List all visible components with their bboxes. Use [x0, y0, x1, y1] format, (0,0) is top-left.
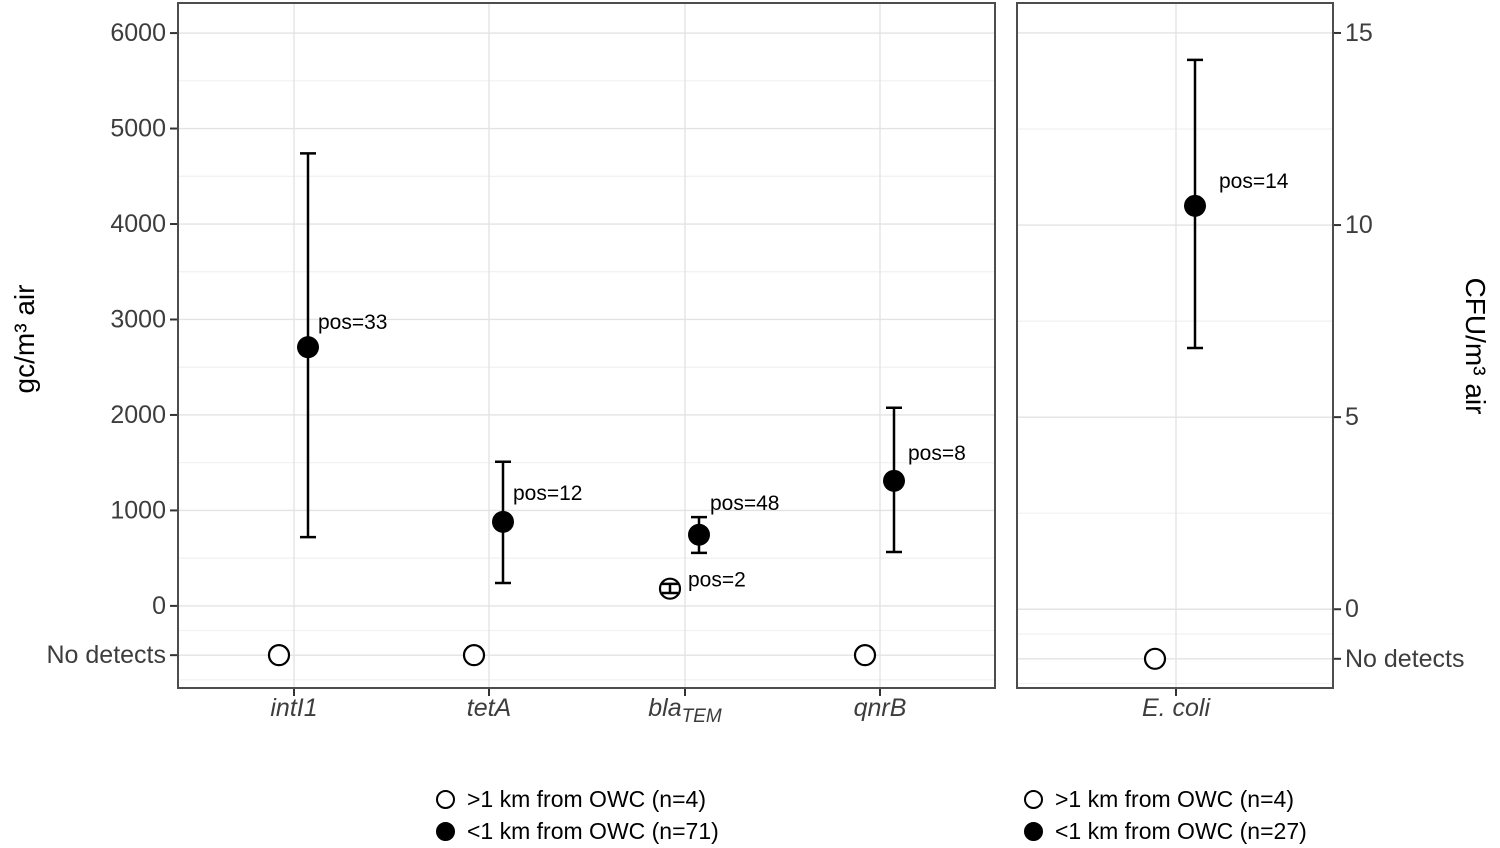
panel-border-genes [177, 2, 996, 689]
error-bar [495, 460, 511, 585]
legend-item: <1 km from OWC (n=71) [436, 819, 719, 844]
legend-label: <1 km from OWC (n=71) [467, 818, 719, 844]
legend-label: <1 km from OWC (n=27) [1055, 818, 1307, 844]
pos-count-annotation: pos=2 [688, 569, 746, 592]
x-tick-label: E. coli [1142, 694, 1212, 722]
open-circle-marker-icon [1024, 790, 1043, 809]
error-bar [691, 515, 707, 555]
legend-label: >1 km from OWC (n=4) [1055, 786, 1294, 812]
data-point-open [267, 644, 291, 667]
left-y-axis-title: gc/m³ air [9, 284, 40, 394]
y-tick-label: 3000 [110, 305, 166, 333]
y-tick-label: 5000 [110, 115, 166, 143]
error-bar [1187, 58, 1203, 350]
error-bar [300, 152, 316, 539]
y-tick-label: 10 [1345, 211, 1373, 239]
data-point-open [1143, 647, 1167, 670]
pos-count-annotation: pos=8 [908, 442, 966, 465]
legend-left: >1 km from OWC (n=4) <1 km from OWC (n=71… [436, 787, 719, 844]
pos-count-annotation: pos=14 [1219, 170, 1289, 193]
x-tick-label: qnrB [854, 694, 907, 722]
y-tick-label: No detects [46, 641, 166, 669]
y-tick-label: 1000 [110, 496, 166, 524]
legend-right: >1 km from OWC (n=4) <1 km from OWC (n=27… [1024, 787, 1307, 844]
x-tick-label: intI1 [270, 694, 317, 722]
y-tick-label: 0 [1345, 595, 1359, 623]
y-tick-label: 0 [152, 592, 166, 620]
y-tick-label: 5 [1345, 403, 1359, 431]
y-tick-label: No detects [1345, 645, 1465, 673]
legend-item: >1 km from OWC (n=4) [436, 787, 719, 812]
right-y-axis-title: CFU/m³ air [1460, 277, 1491, 415]
error-bar [662, 582, 678, 595]
pos-count-annotation: pos=12 [513, 482, 582, 505]
y-tick-label: 4000 [110, 210, 166, 238]
error-bar [886, 406, 902, 554]
pos-count-annotation: pos=48 [710, 492, 779, 515]
pos-count-annotation: pos=33 [318, 311, 387, 334]
legend-item: <1 km from OWC (n=27) [1024, 819, 1307, 844]
data-point-open [462, 644, 486, 667]
y-tick-label: 6000 [110, 19, 166, 47]
filled-circle-marker-icon [1024, 822, 1043, 841]
legend-item: >1 km from OWC (n=4) [1024, 787, 1307, 812]
open-circle-marker-icon [436, 790, 455, 809]
y-tick-label: 15 [1345, 19, 1373, 47]
filled-circle-marker-icon [436, 822, 455, 841]
panel-border-ecoli [1016, 2, 1334, 689]
legend-label: >1 km from OWC (n=4) [467, 786, 706, 812]
data-point-open [853, 644, 877, 667]
x-tick-label: blaTEM [648, 694, 722, 727]
panel-background [1017, 3, 1333, 688]
y-tick-label: 2000 [110, 401, 166, 429]
x-tick-label: tetA [467, 694, 511, 722]
